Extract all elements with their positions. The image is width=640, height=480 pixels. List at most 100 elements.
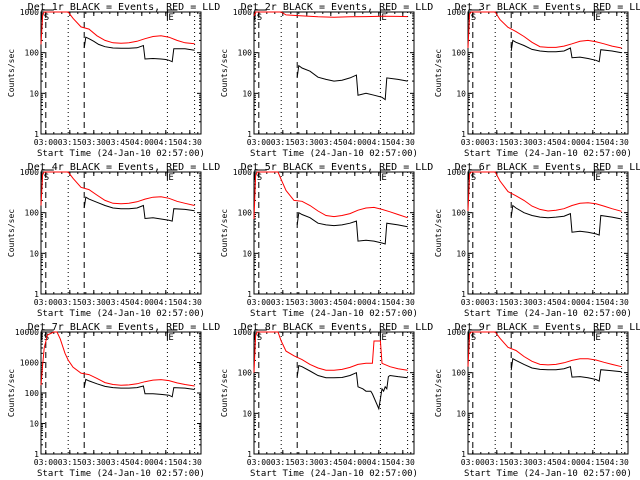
x-tick-label: 03:15 xyxy=(485,298,509,307)
y-tick-label: 1 xyxy=(34,450,39,459)
end-flag-label: E xyxy=(168,13,173,23)
start-flag-label: S xyxy=(44,13,49,23)
events-series-line xyxy=(83,36,195,63)
x-tick-label: 04:30 xyxy=(391,298,415,307)
x-tick-label: 03:45 xyxy=(106,138,130,147)
x-axis-label: Start Time (24-Jan-10 02:57:00) xyxy=(37,469,205,479)
start-flag-label: S xyxy=(471,333,476,343)
end-flag-label: E xyxy=(168,333,173,343)
x-tick-label: 04:00 xyxy=(130,138,154,147)
plot-frame xyxy=(253,331,415,455)
start-flag-marker xyxy=(41,329,54,340)
x-tick-label: 04:00 xyxy=(130,298,154,307)
panel-title: Det 8r BLACK = Events, RED = LLD xyxy=(241,322,434,333)
x-tick-label: 03:30 xyxy=(295,298,319,307)
x-tick-label: 03:45 xyxy=(319,298,343,307)
plot-frame xyxy=(253,11,415,135)
x-tick-label: 03:45 xyxy=(319,458,343,467)
y-tick-label: 100 xyxy=(452,209,467,218)
x-tick-label: 04:00 xyxy=(557,298,581,307)
y-tick-label: 1 xyxy=(247,290,252,299)
x-tick-label: 03:30 xyxy=(82,138,106,147)
x-tick-label: 03:15 xyxy=(58,298,82,307)
y-tick-label: 1000 xyxy=(233,328,252,337)
x-tick-label: 03:15 xyxy=(485,138,509,147)
panel-title: Det 7r BLACK = Events, RED = LLD xyxy=(28,322,221,333)
x-tick-label: 04:30 xyxy=(391,138,415,147)
end-flag-label: E xyxy=(595,333,600,343)
start-flag-marker xyxy=(468,9,481,20)
x-tick-label: 03:15 xyxy=(271,298,295,307)
y-axis-label: Counts/sec xyxy=(220,49,229,97)
start-flag-marker xyxy=(254,329,267,340)
y-tick-label: 100 xyxy=(238,369,253,378)
end-flag-marker xyxy=(166,329,178,340)
x-tick-label: 04:15 xyxy=(367,458,391,467)
lld-series-line xyxy=(467,331,622,368)
start-flag-marker xyxy=(468,329,481,340)
panel-title: Det 5r BLACK = Events, RED = LLD xyxy=(241,162,434,173)
y-axis-label: Counts/sec xyxy=(7,209,16,257)
x-axis-label: Start Time (24-Jan-10 02:57:00) xyxy=(464,469,632,479)
panel-det-5: Det 5r BLACK = Events, RED = LLD Counts/s… xyxy=(220,162,433,319)
y-axis-label: Counts/sec xyxy=(220,209,229,257)
plot-frame xyxy=(467,331,629,455)
y-tick-label: 100 xyxy=(25,389,40,398)
x-tick-label: 04:15 xyxy=(154,298,178,307)
lld-series-line xyxy=(467,171,622,212)
x-tick-label: 03:00 xyxy=(247,458,271,467)
y-tick-label: 1000 xyxy=(233,168,252,177)
end-flag-label: E xyxy=(168,173,173,183)
x-axis-label: Start Time (24-Jan-10 02:57:00) xyxy=(464,149,632,159)
x-tick-label: 03:30 xyxy=(509,298,533,307)
events-series-line xyxy=(296,64,408,101)
y-tick-label: 1 xyxy=(34,130,39,139)
start-flag-marker xyxy=(468,169,481,180)
y-axis-label: Counts/sec xyxy=(434,369,443,417)
y-tick-label: 100 xyxy=(452,49,467,58)
x-tick-label: 03:00 xyxy=(34,298,58,307)
x-tick-label: 03:45 xyxy=(533,458,557,467)
lld-series-line xyxy=(253,331,408,373)
x-tick-label: 03:00 xyxy=(247,298,271,307)
plot-frame xyxy=(467,171,629,295)
x-tick-label: 03:30 xyxy=(509,138,533,147)
x-tick-label: 03:30 xyxy=(509,458,533,467)
y-tick-label: 100 xyxy=(25,209,40,218)
y-tick-label: 10 xyxy=(242,409,252,418)
plot-frame xyxy=(253,171,415,295)
lld-series-line xyxy=(40,331,195,387)
x-tick-label: 03:00 xyxy=(247,138,271,147)
panel-title: Det 3r BLACK = Events, RED = LLD xyxy=(455,2,640,13)
x-tick-label: 04:00 xyxy=(343,138,367,147)
y-tick-label: 10 xyxy=(456,249,466,258)
end-flag-label: E xyxy=(595,13,600,23)
y-tick-label: 10000 xyxy=(15,328,39,337)
x-axis-label: Start Time (24-Jan-10 02:57:00) xyxy=(250,309,418,319)
end-flag-label: E xyxy=(595,173,600,183)
lld-series-line xyxy=(40,171,195,206)
x-tick-label: 04:15 xyxy=(367,298,391,307)
x-tick-label: 04:30 xyxy=(605,138,629,147)
y-tick-label: 1 xyxy=(461,130,466,139)
lld-series-line xyxy=(467,11,622,49)
x-tick-label: 03:00 xyxy=(461,138,485,147)
y-tick-label: 10 xyxy=(456,89,466,98)
start-flag-label: S xyxy=(257,173,262,183)
y-tick-label: 1000 xyxy=(447,168,466,177)
y-tick-label: 100 xyxy=(238,209,253,218)
panel-title: Det 1r BLACK = Events, RED = LLD xyxy=(28,2,221,13)
x-tick-label: 04:30 xyxy=(605,298,629,307)
events-series-line xyxy=(510,357,622,382)
x-tick-label: 03:00 xyxy=(461,298,485,307)
y-tick-label: 100 xyxy=(25,49,40,58)
x-tick-label: 04:15 xyxy=(154,458,178,467)
panel-det-7: Det 7r BLACK = Events, RED = LLD Counts/s… xyxy=(7,322,220,479)
x-axis-label: Start Time (24-Jan-10 02:57:00) xyxy=(37,149,205,159)
panel-title: Det 2r BLACK = Events, RED = LLD xyxy=(241,2,434,13)
y-tick-label: 10 xyxy=(29,249,39,258)
x-tick-label: 03:45 xyxy=(106,298,130,307)
y-tick-label: 100 xyxy=(238,49,253,58)
start-flag-label: S xyxy=(44,173,49,183)
x-tick-label: 04:30 xyxy=(391,458,415,467)
